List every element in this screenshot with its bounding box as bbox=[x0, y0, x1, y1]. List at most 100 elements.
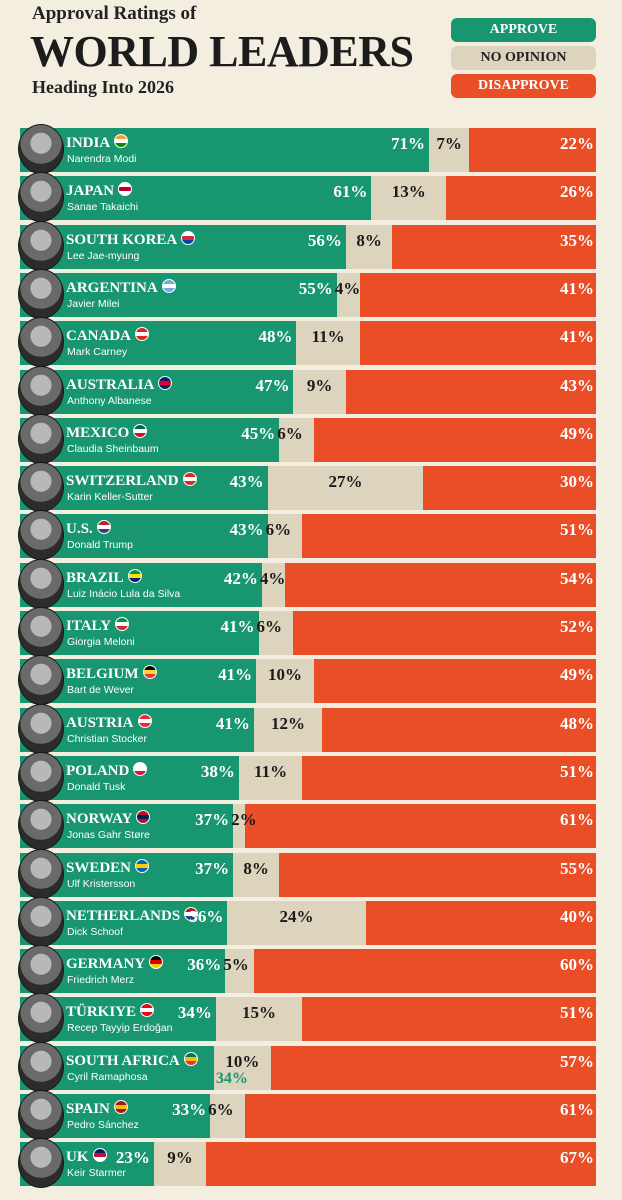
disapprove-value-label: 30% bbox=[560, 472, 594, 492]
approve-value-label: 33% bbox=[172, 1100, 207, 1119]
country-label: CANADA bbox=[66, 327, 149, 345]
leader-photo bbox=[18, 896, 64, 947]
chart-subtitle: Heading Into 2026 bbox=[32, 77, 175, 97]
flag-icon bbox=[158, 375, 173, 390]
no-opinion-value-label: 6% bbox=[256, 617, 283, 636]
bar-disapprove bbox=[392, 224, 596, 269]
leader-name: Lee Jae-myung bbox=[67, 249, 140, 262]
country-label: JAPAN bbox=[66, 182, 133, 200]
country-name: ITALY bbox=[66, 618, 112, 634]
no-opinion-value-label: 9% bbox=[167, 1148, 193, 1168]
leader-photo bbox=[18, 172, 64, 223]
approve-value-label: 43% bbox=[229, 520, 264, 540]
flag-icon bbox=[149, 955, 164, 970]
country-label: SWITZERLAND bbox=[66, 472, 197, 490]
chart-row: NETHERLANDS Dick Schoof 36% 24% 40% bbox=[0, 896, 622, 947]
bar-disapprove bbox=[253, 949, 596, 994]
flag-icon bbox=[115, 617, 130, 631]
leader-name: Claudia Sheinbaum bbox=[67, 442, 159, 455]
approve-value-label: 41% bbox=[220, 617, 255, 636]
chart-row: POLAND Donald Tusk 38% 11% 51% bbox=[0, 751, 622, 802]
country-label: U.S. bbox=[66, 520, 111, 538]
leader-photo bbox=[18, 1138, 64, 1189]
country-name: SOUTH AFRICA bbox=[66, 1052, 180, 1069]
legend-no-opinion: NO OPINION bbox=[451, 46, 596, 70]
leader-name: Friedrich Merz bbox=[67, 974, 135, 987]
approve-value-label: 41% bbox=[218, 665, 253, 685]
country-name: SOUTH KOREA bbox=[66, 231, 178, 248]
no-opinion-value-label: 8% bbox=[243, 858, 269, 878]
bar-no-opinion bbox=[225, 949, 254, 994]
disapprove-value-label: 51% bbox=[560, 1003, 594, 1023]
flag-icon bbox=[133, 423, 148, 438]
leader-name: Recep Tayyip Erdoğan bbox=[67, 1022, 173, 1035]
bar-no-opinion bbox=[213, 1045, 271, 1090]
no-opinion-value-label: 6% bbox=[208, 1100, 234, 1119]
disapprove-value-label: 49% bbox=[560, 423, 594, 443]
disapprove-value-label: 54% bbox=[560, 568, 594, 588]
country-name: NETHERLANDS bbox=[66, 907, 181, 924]
disapprove-value-label: 48% bbox=[560, 713, 594, 733]
bar-approve bbox=[20, 369, 294, 414]
leader-photo bbox=[18, 655, 64, 706]
flag-icon bbox=[135, 327, 149, 342]
country-name: INDIA bbox=[66, 135, 111, 151]
leader-name: Cyril Ramaphosa bbox=[67, 1070, 148, 1083]
leader-photo bbox=[18, 607, 64, 657]
chart-row: ITALY Giorgia Meloni 41% 6% 52% bbox=[0, 607, 622, 657]
flag-icon bbox=[183, 1051, 198, 1066]
country-name: U.S. bbox=[66, 521, 93, 538]
no-opinion-value-label: 11% bbox=[311, 327, 345, 347]
bar-disapprove bbox=[322, 707, 596, 752]
country-name: BELGIUM bbox=[66, 666, 139, 683]
flag-icon bbox=[137, 713, 152, 728]
country-name: POLAND bbox=[66, 762, 130, 779]
country-label: ITALY bbox=[66, 617, 130, 635]
bar-no-opinion bbox=[258, 611, 294, 655]
leader-name: Giorgia Meloni bbox=[67, 636, 135, 648]
bar-approve bbox=[20, 272, 337, 317]
leader-name: Karin Keller-Sutter bbox=[67, 491, 153, 504]
no-opinion-value-label: 10% bbox=[225, 1051, 260, 1071]
country-label: UK bbox=[66, 1148, 107, 1166]
chart-row: BELGIUM Bart de Wever 41% 10% 49% bbox=[0, 655, 622, 706]
bar-no-opinion bbox=[238, 755, 303, 800]
bar-no-opinion bbox=[227, 900, 366, 945]
flag-icon bbox=[133, 761, 148, 776]
approve-value-label: 55% bbox=[298, 278, 333, 298]
country-label: NORWAY bbox=[66, 810, 151, 828]
bar-no-opinion bbox=[233, 852, 280, 897]
flag-icon bbox=[113, 1100, 128, 1114]
approve-value-label: 56% bbox=[307, 230, 342, 250]
bar-no-opinion bbox=[296, 321, 360, 366]
no-opinion-value-label: 12% bbox=[271, 713, 306, 733]
country-label: BELGIUM bbox=[66, 665, 157, 683]
disapprove-value-label: 22% bbox=[560, 134, 594, 153]
approve-value-label: 34% bbox=[215, 1069, 248, 1087]
bar-disapprove bbox=[302, 755, 596, 800]
bar-disapprove bbox=[302, 997, 596, 1042]
chart-row: CANADA Mark Carney 48% 11% 41% bbox=[0, 317, 622, 368]
bar-no-opinion bbox=[336, 272, 360, 317]
leader-photo bbox=[18, 1090, 64, 1140]
leader-name: Ulf Kristersson bbox=[67, 877, 136, 890]
disapprove-value-label: 26% bbox=[560, 182, 594, 202]
chart-row: NORWAY Jonas Gahr Støre 37% 2% 61% bbox=[0, 800, 622, 851]
bar-disapprove bbox=[313, 659, 596, 704]
leader-name: Luiz Inácio Lula da Silva bbox=[67, 587, 181, 600]
leader-name: Jonas Gahr Støre bbox=[67, 829, 150, 842]
bar-no-opinion bbox=[267, 466, 424, 511]
leader-photo bbox=[18, 558, 64, 609]
bar-disapprove bbox=[279, 852, 596, 897]
disapprove-value-label: 67% bbox=[560, 1148, 594, 1168]
flag-icon bbox=[182, 472, 197, 487]
bar-no-opinion bbox=[233, 804, 245, 849]
chart-row: BRAZIL Luiz Inácio Lula da Silva 42% 4% 54% bbox=[0, 558, 622, 609]
leader-name: Keir Starmer bbox=[67, 1167, 126, 1180]
bar-approve bbox=[20, 321, 297, 366]
country-name: TÜRKIYE bbox=[66, 1004, 137, 1021]
leader-name: Bart de Wever bbox=[67, 684, 134, 697]
country-label: BRAZIL bbox=[66, 568, 142, 587]
country-label: GERMANY bbox=[66, 955, 164, 973]
country-name: AUSTRALIA bbox=[66, 376, 155, 393]
